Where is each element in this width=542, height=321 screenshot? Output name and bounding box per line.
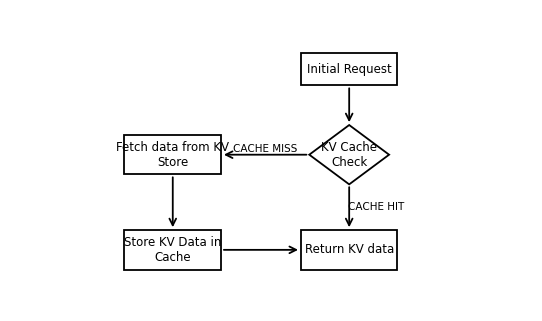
FancyBboxPatch shape bbox=[125, 230, 221, 270]
FancyBboxPatch shape bbox=[301, 230, 397, 270]
Text: CACHE HIT: CACHE HIT bbox=[349, 202, 405, 212]
Text: Store KV Data in
Cache: Store KV Data in Cache bbox=[124, 236, 222, 264]
Text: KV Cache
Check: KV Cache Check bbox=[321, 141, 377, 169]
Text: Fetch data from KV
Store: Fetch data from KV Store bbox=[117, 141, 229, 169]
Text: Initial Request: Initial Request bbox=[307, 63, 391, 76]
FancyBboxPatch shape bbox=[301, 53, 397, 85]
Text: CACHE MISS: CACHE MISS bbox=[233, 143, 298, 153]
Polygon shape bbox=[309, 125, 389, 184]
FancyBboxPatch shape bbox=[125, 135, 221, 175]
Text: Return KV data: Return KV data bbox=[305, 243, 394, 256]
